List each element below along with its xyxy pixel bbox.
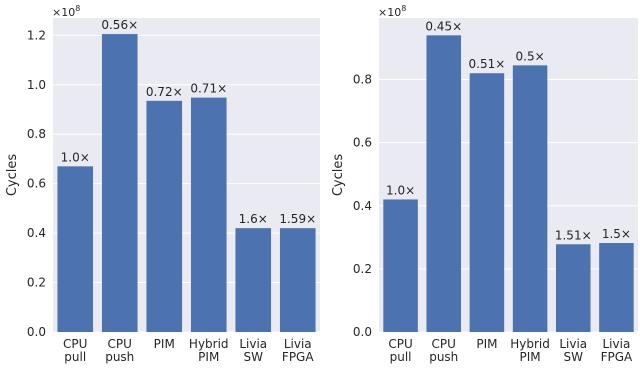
- data-label: 0.71×: [190, 82, 227, 96]
- data-label: 1.5×: [602, 227, 631, 241]
- bar-6: [599, 243, 634, 332]
- x-tick-label: SW: [244, 350, 264, 364]
- x-tick-label: CPU: [63, 337, 87, 351]
- y-tick-label: 1.2: [27, 28, 46, 42]
- x-tick-label: PIM: [520, 350, 541, 364]
- x-tick-label: PIM: [476, 337, 497, 351]
- data-label: 1.59×: [279, 212, 316, 226]
- x-tick-label: pull: [390, 350, 412, 364]
- y-axis-label: Cycles: [5, 154, 20, 197]
- y-tick-label: 0.4: [353, 199, 372, 213]
- x-tick-label: Livia: [239, 337, 267, 351]
- x-tick-label: Livia: [603, 337, 631, 351]
- x-tick-label: CPU: [432, 337, 456, 351]
- y-tick-label: 1.0: [27, 78, 46, 92]
- data-label: 1.51×: [555, 228, 592, 242]
- y-multiplier-label: ×108: [52, 4, 80, 19]
- bar-2: [101, 34, 138, 333]
- y-tick-label: 0.6: [27, 177, 46, 191]
- bar-5: [235, 228, 272, 332]
- bar-2: [426, 35, 462, 333]
- bar-3: [469, 73, 505, 332]
- x-tick-label: Hybrid: [189, 337, 229, 351]
- data-label: 1.0×: [61, 150, 90, 164]
- x-tick-label: Hybrid: [510, 337, 550, 351]
- x-tick-label: FPGA: [601, 350, 633, 364]
- x-tick-label: CPU: [388, 337, 412, 351]
- y-tick-label: 0.4: [27, 226, 46, 240]
- data-label: 1.6×: [239, 212, 268, 226]
- data-label: 0.56×: [101, 18, 138, 32]
- y-multiplier-label: ×108: [378, 4, 406, 19]
- bar-1: [57, 166, 94, 332]
- x-tick-label: Livia: [284, 337, 312, 351]
- y-tick-label: 0.2: [27, 276, 46, 290]
- y-tick-label: 0.0: [353, 325, 372, 339]
- x-tick-label: PIM: [154, 337, 175, 351]
- x-tick-label: push: [105, 350, 134, 364]
- x-tick-label: CPU: [108, 337, 132, 351]
- x-tick-label: PIM: [198, 350, 219, 364]
- bar-4: [190, 97, 227, 332]
- data-label: 1.0×: [386, 183, 415, 197]
- bar-5: [555, 244, 591, 332]
- x-tick-label: FPGA: [282, 350, 314, 364]
- x-tick-label: Livia: [559, 337, 587, 351]
- bar-1: [383, 199, 418, 332]
- data-label: 0.5×: [516, 49, 545, 63]
- data-label: 0.51×: [469, 57, 506, 71]
- y-tick-label: 0.2: [353, 262, 372, 276]
- bar-3: [146, 100, 183, 332]
- x-tick-label: SW: [564, 350, 584, 364]
- y-axis-label: Cycles: [331, 154, 346, 197]
- y-tick-label: 0.0: [27, 325, 46, 339]
- bar-4: [512, 65, 548, 333]
- plot-area: [379, 18, 638, 332]
- data-label: 0.72×: [146, 85, 183, 99]
- bar-6: [279, 228, 316, 332]
- y-tick-label: 0.8: [27, 127, 46, 141]
- y-tick-label: 0.8: [353, 73, 372, 87]
- y-tick-label: 0.6: [353, 136, 372, 150]
- plot-area: [53, 18, 320, 332]
- data-label: 0.45×: [425, 19, 462, 33]
- x-tick-label: pull: [64, 350, 86, 364]
- x-tick-label: push: [429, 350, 458, 364]
